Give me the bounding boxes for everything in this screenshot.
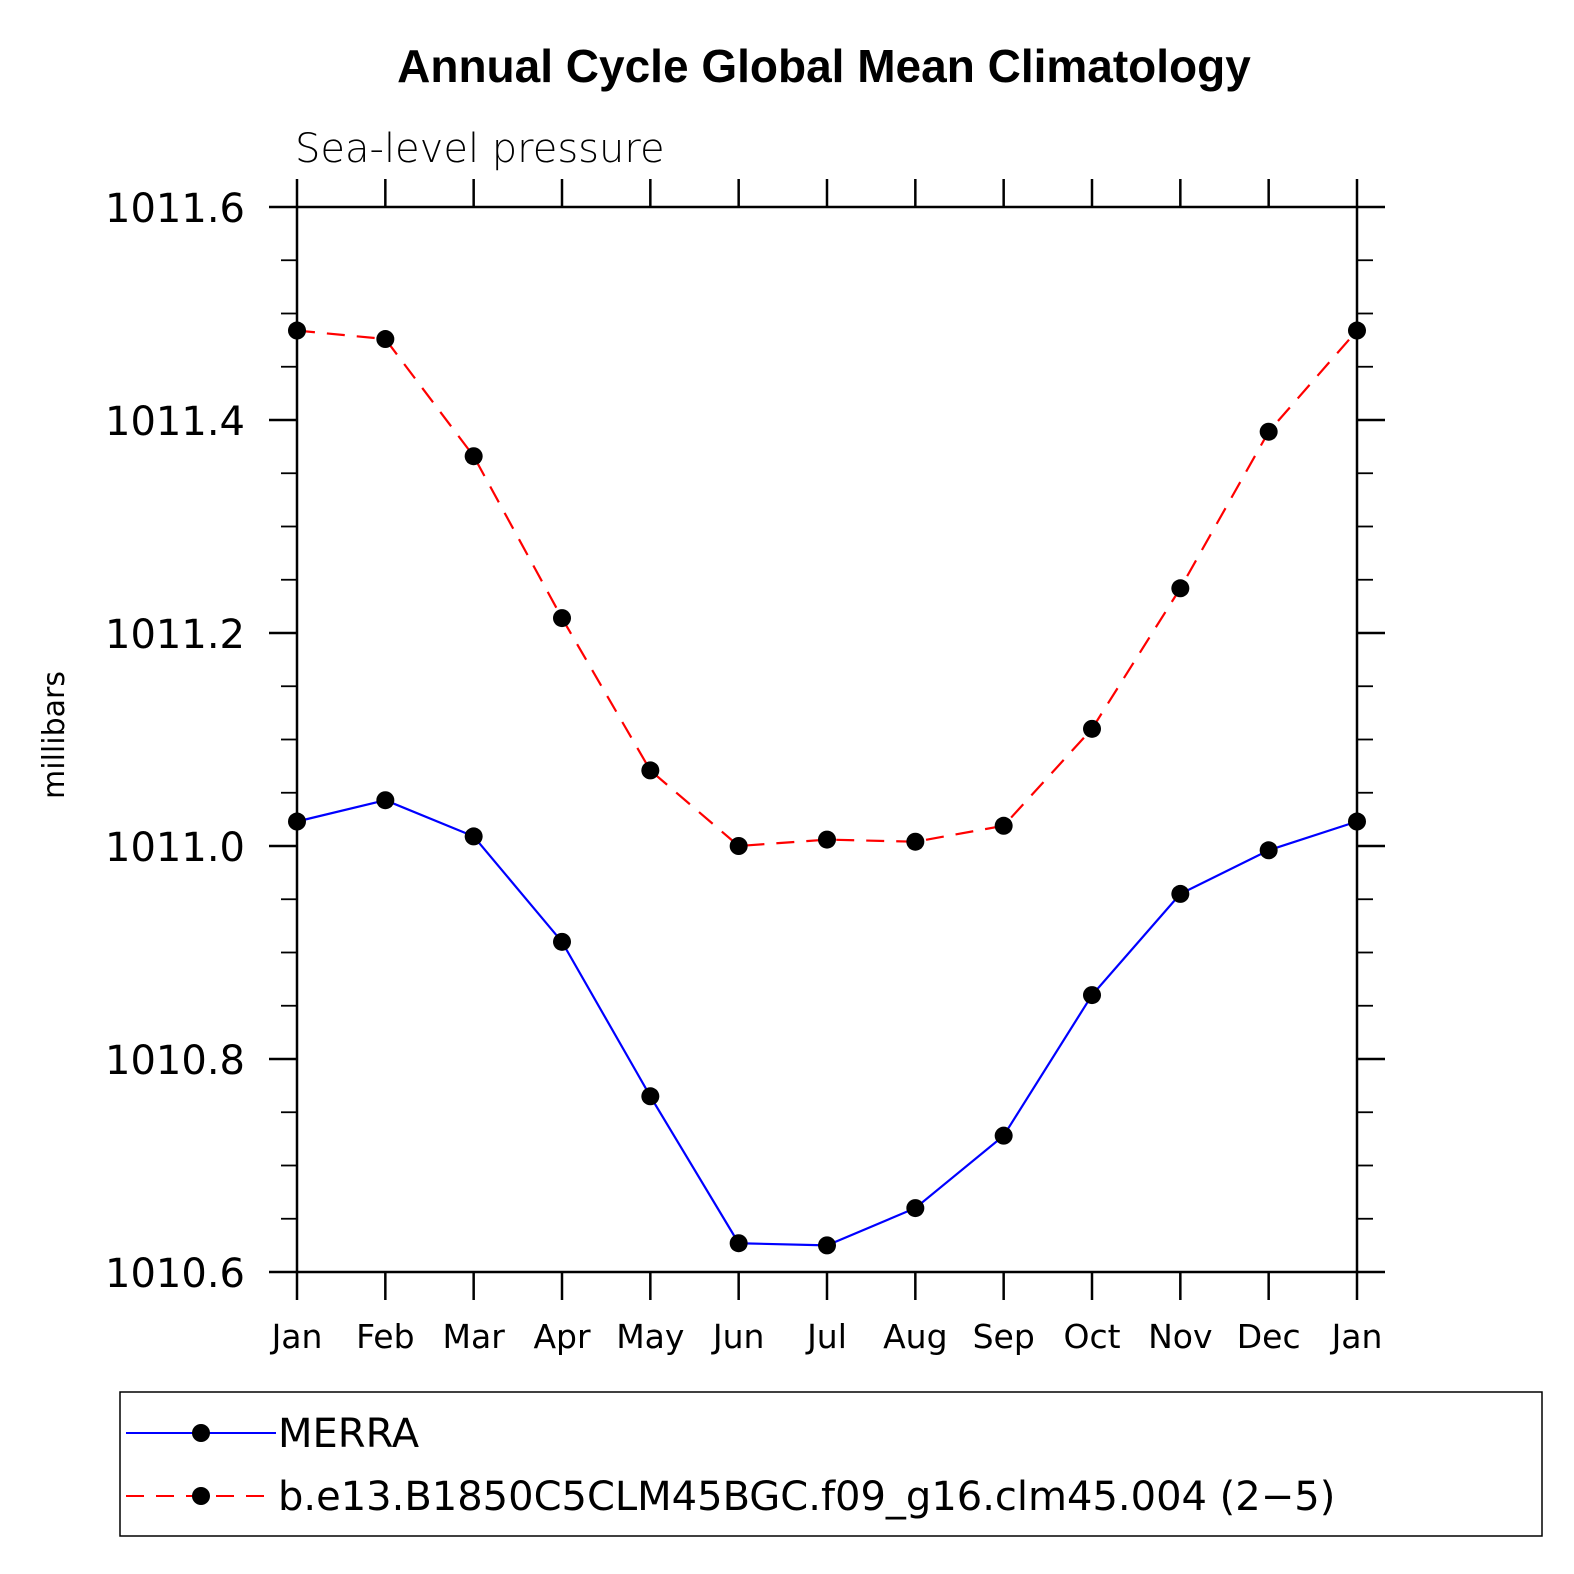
legend-label-model: b.e13.B1850C5CLM45BGC.f09_g16.clm45.004 …	[278, 1474, 1335, 1520]
series-0-point	[464, 827, 483, 846]
legend-item-merra: MERRA	[126, 1411, 420, 1457]
series-1-point	[288, 321, 306, 340]
series-1-point	[994, 816, 1013, 835]
series-0-point	[906, 1199, 925, 1218]
x-tick-label: Oct	[1063, 1317, 1120, 1356]
y-tick-label: 1010.6	[105, 1251, 245, 1297]
series-0-point	[376, 791, 395, 810]
axes: 1011.6 1011.4 1011.2 1011.0 1010.8 1010.6 Jan F…	[105, 179, 1385, 1356]
y-tick-label: 1011.2	[105, 612, 245, 658]
series-0-point	[818, 1236, 836, 1255]
plot-frame	[295, 205, 1359, 1274]
series-1-point	[553, 609, 571, 628]
series-0-point	[288, 812, 306, 831]
x-tick-label: Dec	[1237, 1317, 1301, 1356]
legend-box	[119, 1391, 1543, 1537]
x-tick-label: Apr	[533, 1317, 591, 1356]
series-0-point	[1348, 812, 1366, 831]
series-1-point	[641, 761, 660, 780]
series-0-point	[1083, 986, 1101, 1005]
legend-label-merra: MERRA	[278, 1411, 420, 1457]
y-axis-label: millibars	[37, 671, 72, 799]
series-0-point	[729, 1234, 748, 1253]
series-line-1	[296, 329, 1358, 848]
x-tick-label: Mar	[443, 1317, 506, 1356]
series-0-point	[1259, 841, 1278, 860]
legend-marker-model	[192, 1487, 210, 1505]
y-tick-label: 1011.6	[105, 186, 245, 232]
series-1-point	[818, 830, 836, 849]
chart-subtitle: Sea-level pressure	[295, 126, 665, 172]
series-1-point	[1083, 719, 1101, 738]
legend-marker-merra	[192, 1424, 210, 1442]
series-1-point	[1259, 422, 1278, 441]
series-1-point	[1348, 321, 1366, 340]
series-0-point	[641, 1087, 660, 1106]
y-tick-label: 1010.8	[105, 1038, 245, 1084]
plot-series	[288, 321, 1366, 1255]
series-1-point	[906, 832, 925, 851]
legend-item-model: b.e13.B1850C5CLM45BGC.f09_g16.clm45.004 …	[126, 1474, 1335, 1520]
x-tick-label: Nov	[1148, 1317, 1212, 1356]
x-tick-label: Jul	[805, 1317, 847, 1356]
x-tick-label: Jan	[1330, 1317, 1383, 1356]
series-1-point	[464, 447, 483, 466]
x-tick-label: Aug	[883, 1317, 947, 1356]
y-tick-label: 1011.4	[105, 399, 245, 445]
series-1-point	[729, 837, 748, 855]
y-tick-label: 1011.0	[105, 825, 245, 871]
x-tick-label: Jun	[711, 1317, 765, 1356]
x-tick-label: Feb	[356, 1317, 414, 1356]
x-tick-label: Jan	[270, 1317, 323, 1356]
series-0-point	[1171, 884, 1190, 903]
series-0-point	[553, 932, 571, 951]
series-1-point	[376, 330, 395, 349]
x-tick-label: May	[616, 1317, 684, 1356]
series-0-point	[994, 1126, 1013, 1145]
chart-title: Annual Cycle Global Mean Climatology	[397, 40, 1251, 92]
series-line-0	[296, 799, 1358, 1247]
x-tick-label: Sep	[973, 1317, 1035, 1356]
series-1-point	[1171, 579, 1190, 598]
